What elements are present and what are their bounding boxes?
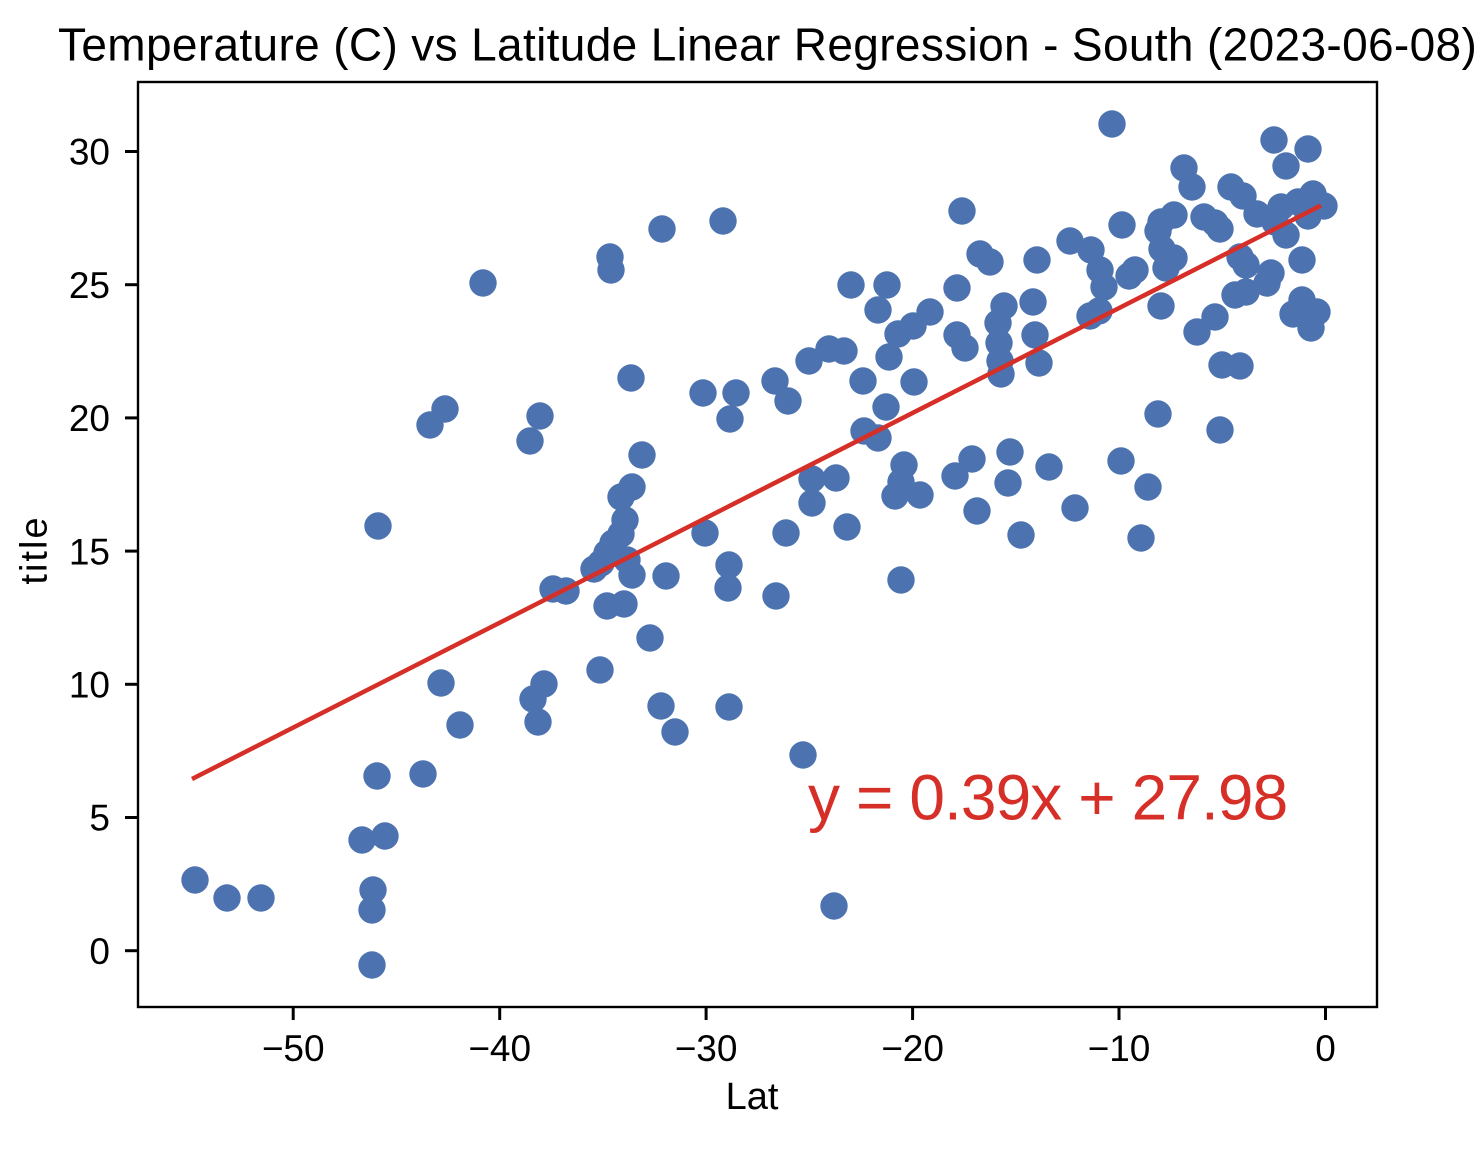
svg-text:30: 30 (69, 132, 110, 173)
svg-text:10: 10 (69, 665, 110, 706)
svg-text:Temperature (C) vs Latitude Li: Temperature (C) vs Latitude Linear Regre… (58, 19, 1476, 71)
svg-text:5: 5 (89, 798, 110, 839)
svg-text:Lat: Lat (726, 1076, 779, 1118)
svg-text:−30: −30 (675, 1028, 738, 1069)
svg-text:−10: −10 (1088, 1028, 1151, 1069)
svg-text:−20: −20 (881, 1028, 944, 1069)
svg-text:title: title (14, 515, 56, 584)
svg-text:0: 0 (89, 931, 110, 972)
svg-text:y = 0.39x + 27.98: y = 0.39x + 27.98 (808, 762, 1287, 834)
svg-text:15: 15 (69, 531, 110, 572)
svg-text:−40: −40 (468, 1028, 531, 1069)
svg-text:−50: −50 (262, 1028, 325, 1069)
svg-text:0: 0 (1315, 1028, 1336, 1069)
svg-text:20: 20 (69, 398, 110, 439)
svg-text:25: 25 (69, 265, 110, 306)
